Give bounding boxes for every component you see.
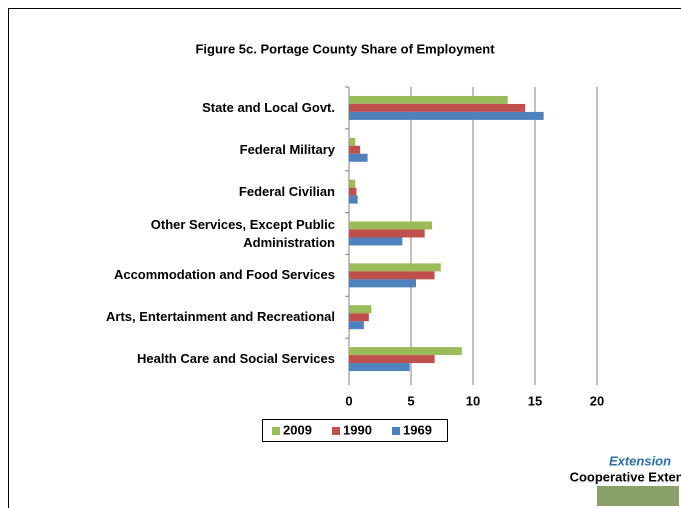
bar: [349, 363, 410, 372]
bar: [349, 95, 508, 104]
legend-swatch: [332, 427, 340, 435]
bar: [349, 347, 462, 356]
y-tick-label: Other Services, Except Public Administra…: [150, 216, 335, 250]
logo-subtitle: Cooperative Extension: [570, 469, 681, 484]
y-tick-label: Federal Civilian: [238, 183, 335, 199]
x-tick-label: 5: [407, 393, 414, 408]
bar: [349, 355, 435, 364]
bar: [349, 111, 544, 120]
legend-swatch: [392, 427, 400, 435]
x-tick-label: 20: [590, 393, 604, 408]
legend-label: 1969: [403, 422, 432, 437]
y-tick-label: Health Care and Social Services: [137, 351, 335, 367]
logo-image: [597, 486, 679, 506]
bar: [349, 103, 526, 112]
bar: [349, 145, 361, 154]
bar: [349, 237, 403, 246]
bar: [349, 229, 425, 238]
bar: [349, 271, 435, 280]
bar: [349, 279, 416, 288]
x-tick-label: 10: [466, 393, 480, 408]
bar: [349, 263, 441, 272]
logo-title: Extension: [609, 453, 671, 468]
y-tick-label: Federal Military: [239, 141, 335, 157]
bar: [349, 179, 356, 188]
bar: [349, 153, 368, 162]
legend-label: 2009: [283, 422, 312, 437]
bar: [349, 313, 369, 322]
bar: [349, 221, 433, 230]
bar: [349, 187, 357, 196]
y-tick-label: Accommodation and Food Services: [113, 267, 335, 283]
bar: [349, 321, 364, 330]
frame: [8, 8, 681, 508]
bar: [349, 137, 356, 146]
bar: [349, 195, 358, 204]
x-tick-label: 15: [528, 393, 542, 408]
legend-box: [262, 419, 448, 442]
chart-title: Figure 5c. Portage County Share of Emplo…: [195, 41, 495, 56]
bar: [349, 305, 372, 314]
y-tick-label: Arts, Entertainment and Recreational: [106, 309, 335, 325]
legend-swatch: [272, 427, 280, 435]
legend-label: 1990: [343, 422, 372, 437]
x-tick-label: 0: [345, 393, 352, 408]
y-tick-label: State and Local Govt.: [202, 99, 335, 115]
